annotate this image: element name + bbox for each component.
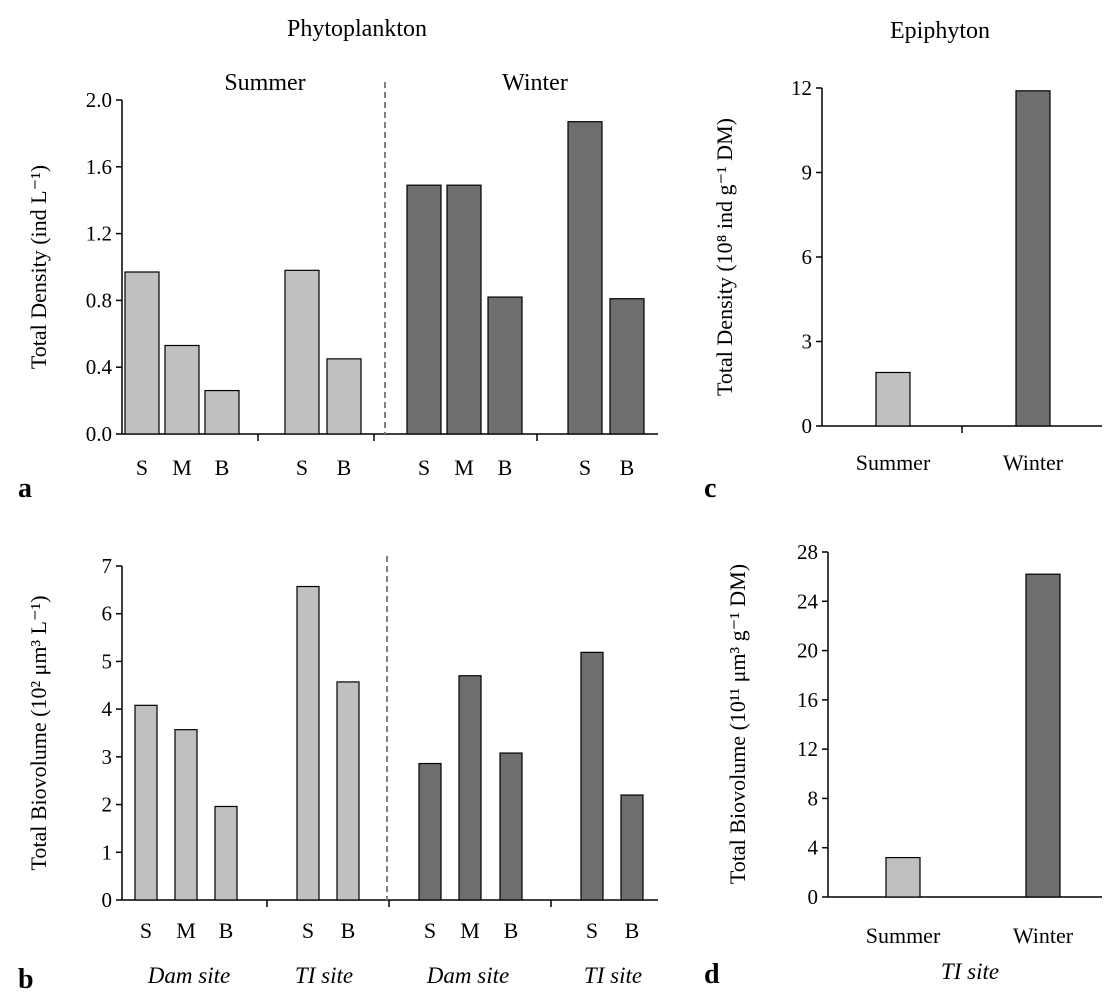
chart-c-ytick-label: 3: [802, 330, 813, 354]
chart-b-bar: [134, 704, 158, 901]
winter-header: Winter: [502, 70, 568, 96]
chart-b-bar: [620, 794, 644, 901]
chart-d-ytick-label: 20: [797, 639, 818, 663]
chart-b-category-label: B: [219, 918, 234, 943]
panel-label-a: a: [18, 473, 32, 504]
chart-a-category-label: S: [579, 455, 591, 480]
phytoplankton-header: Phytoplankton: [287, 16, 427, 42]
chart-a-bar: [446, 184, 482, 435]
chart-b-category-label: B: [504, 918, 519, 943]
chart-d-ytick-label: 24: [797, 589, 819, 613]
chart-a-ytick-label: 1.2: [86, 222, 112, 246]
chart-a-ytick-label: 1.6: [86, 155, 112, 179]
site-label-ti-summer: TI site: [295, 963, 353, 988]
chart-d-ytick-label: 0: [808, 885, 819, 909]
chart-b-category-label: S: [302, 918, 314, 943]
chart-a-category-label: B: [215, 455, 230, 480]
chart-b-bar: [214, 805, 238, 901]
chart-a-bar: [567, 121, 603, 435]
chart-b-bar: [336, 681, 360, 901]
chart-b-bar: [499, 752, 523, 901]
chart-b-bar: [418, 762, 442, 901]
chart-a-bar: [406, 184, 442, 435]
chart-d-biovolume-epiphyton: 0 4 8 12 16 20 24 28 Summer Winter Total Biovolume…: [725, 540, 1102, 948]
chart-a-ylabel: Total Density (ind L⁻¹): [26, 165, 51, 369]
chart-a-bar: [609, 298, 645, 435]
chart-a-bar: [487, 296, 523, 435]
chart-b-category-label: S: [424, 918, 436, 943]
chart-a-ytick-label: 0.4: [86, 355, 113, 379]
chart-a-ytick-label: 0.8: [86, 288, 112, 312]
chart-b-bar: [174, 729, 198, 901]
chart-c-ytick-label: 0: [802, 414, 813, 438]
chart-b-category-label: S: [140, 918, 152, 943]
chart-b-ytick-label: 3: [102, 745, 113, 769]
chart-b-category-label: S: [586, 918, 598, 943]
chart-d-ytick-label: 4: [808, 836, 819, 860]
chart-b-category-label: M: [176, 918, 196, 943]
chart-a-category-label: B: [498, 455, 513, 480]
chart-a-bar: [284, 269, 320, 435]
chart-d-ytick-label: 28: [797, 540, 818, 564]
chart-c-ylabel: Total Density (10⁸ ind g⁻¹ DM): [712, 118, 737, 396]
chart-a-category-label: S: [296, 455, 308, 480]
chart-d-bar: [885, 856, 921, 898]
chart-a-ytick-label: 0.0: [86, 422, 112, 446]
summer-header: Summer: [224, 70, 305, 96]
chart-b-ytick-label: 4: [102, 697, 113, 721]
chart-a-category-label: B: [620, 455, 635, 480]
chart-d-category-label: Winter: [1013, 923, 1074, 948]
chart-a-category-label: S: [136, 455, 148, 480]
chart-c-ytick-label: 9: [802, 161, 813, 185]
chart-b-ytick-label: 0: [102, 888, 113, 912]
chart-c-category-label: Summer: [856, 450, 931, 475]
panel-label-b: b: [18, 964, 34, 992]
panel-label-c: c: [704, 473, 716, 504]
chart-d-ytick-label: 16: [797, 688, 818, 712]
chart-d-category-label: Summer: [866, 923, 941, 948]
chart-a-ytick-label: 2.0: [86, 88, 112, 112]
chart-a-category-label: B: [337, 455, 352, 480]
chart-a-bar: [204, 389, 240, 435]
chart-a-bar: [124, 271, 160, 435]
chart-c-category-label: Winter: [1003, 450, 1064, 475]
chart-c-ytick-label: 6: [802, 245, 813, 269]
site-label-dam-winter: Dam site: [426, 963, 509, 988]
site-label-ti-winter: TI site: [584, 963, 642, 988]
chart-d-ytick-label: 12: [797, 737, 818, 761]
chart-b-category-label: B: [341, 918, 356, 943]
chart-a-category-label: M: [454, 455, 474, 480]
chart-c-ytick-label: 12: [791, 76, 812, 100]
chart-c-density-epiphyton: 0 3 6 9 12 Summer Winter Total Density (10⁸ ind…: [712, 76, 1102, 475]
chart-d-ylabel: Total Biovolume (10¹¹ μm³ g⁻¹ DM): [725, 564, 750, 884]
chart-b-bar: [296, 585, 320, 901]
chart-c-bar: [875, 371, 911, 427]
chart-a-category-label: S: [418, 455, 430, 480]
chart-d-ytick-label: 8: [808, 786, 819, 810]
epiphyton-header: Epiphyton: [890, 18, 990, 44]
chart-b-ytick-label: 5: [102, 649, 113, 673]
chart-b-category-label: M: [460, 918, 480, 943]
chart-b-bar: [458, 675, 482, 901]
panel-label-d: d: [704, 959, 720, 990]
chart-b-ytick-label: 1: [102, 840, 113, 864]
site-label-epiphyton: TI site: [941, 959, 999, 984]
chart-d-bar: [1025, 573, 1061, 898]
chart-a-category-label: M: [172, 455, 192, 480]
chart-b-ytick-label: 7: [102, 554, 113, 578]
chart-c-bar: [1015, 90, 1051, 427]
chart-a-bar: [164, 344, 200, 435]
chart-b-ylabel: Total Biovolume (10² μm³ L⁻¹): [26, 595, 51, 870]
chart-b-bar: [580, 651, 604, 901]
chart-b-category-label: B: [625, 918, 640, 943]
site-label-dam-summer: Dam site: [147, 963, 230, 988]
chart-b-ytick-label: 2: [102, 793, 113, 817]
chart-a-bar: [326, 358, 362, 435]
chart-b-ytick-label: 6: [102, 602, 113, 626]
